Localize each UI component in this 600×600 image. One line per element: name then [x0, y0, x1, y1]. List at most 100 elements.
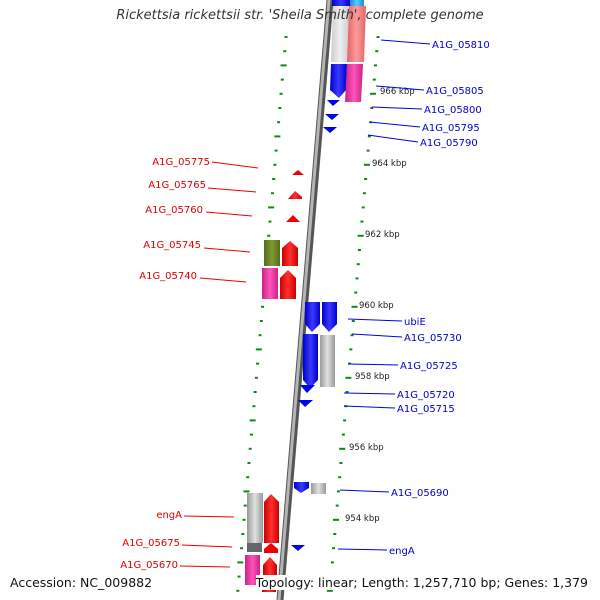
- tick-mark: [354, 291, 358, 294]
- gene-label[interactable]: A1G_05790: [420, 138, 478, 149]
- tick-mark: [236, 589, 240, 592]
- tick-mark: [243, 490, 250, 493]
- gene-feature[interactable]: [288, 191, 302, 199]
- gene-label[interactable]: engA: [389, 546, 415, 557]
- tick-mark: [249, 419, 256, 422]
- tick-mark: [259, 320, 263, 322]
- gene-feature[interactable]: [325, 114, 339, 120]
- tick-mark: [338, 476, 342, 479]
- gene-features: [245, 0, 366, 592]
- tick-mark: [252, 405, 256, 408]
- gene-label[interactable]: A1G_05760: [145, 205, 203, 216]
- gene-feature[interactable]: [322, 302, 337, 332]
- tick-mark: [255, 348, 262, 351]
- gene-feature[interactable]: [282, 241, 298, 266]
- gene-label[interactable]: A1G_05765: [148, 180, 206, 191]
- tick-mark: [267, 234, 271, 237]
- genome-backbone-highlight: [277, 0, 331, 600]
- gene-feature[interactable]: [247, 543, 262, 552]
- gene-feature[interactable]: [332, 0, 350, 6]
- gene-feature[interactable]: [264, 494, 279, 543]
- tick-mark: [345, 391, 349, 393]
- tick-mark: [254, 376, 258, 379]
- tick-mark: [360, 220, 364, 223]
- tick-mark: [357, 249, 361, 251]
- gene-feature[interactable]: [300, 385, 315, 393]
- gene-label[interactable]: A1G_05810: [432, 40, 490, 51]
- tick-mark: [339, 447, 346, 450]
- right-gene-labels: [337, 39, 431, 551]
- gene-label[interactable]: A1G_05745: [143, 240, 201, 251]
- gene-feature[interactable]: [264, 240, 280, 266]
- tick-mark: [278, 107, 282, 109]
- tick-mark: [261, 305, 265, 308]
- tick-mark: [253, 391, 257, 393]
- gene-feature[interactable]: [247, 493, 263, 543]
- tick-mark: [343, 419, 347, 422]
- tick-mark: [272, 178, 276, 180]
- tick-mark: [274, 149, 278, 152]
- scale-label: 956 kbp: [349, 443, 384, 453]
- gene-label[interactable]: A1G_05715: [397, 404, 455, 415]
- gene-feature[interactable]: [286, 215, 300, 222]
- gene-feature[interactable]: [298, 400, 313, 407]
- tick-mark: [333, 533, 337, 535]
- gene-feature[interactable]: [347, 6, 366, 62]
- tick-mark: [280, 64, 287, 67]
- gene-label[interactable]: A1G_05795: [422, 123, 480, 134]
- gene-label[interactable]: A1G_05720: [397, 390, 455, 401]
- scale-label: 966 kbp: [380, 87, 415, 97]
- gene-label[interactable]: A1G_05725: [400, 361, 458, 372]
- tick-mark: [274, 135, 281, 138]
- gene-feature[interactable]: [292, 170, 304, 175]
- tick-mark: [247, 462, 251, 464]
- tick-mark: [363, 163, 370, 166]
- tick-mark: [355, 277, 359, 280]
- gene-feature[interactable]: [323, 127, 337, 133]
- gene-feature[interactable]: [294, 482, 309, 493]
- tick-mark: [351, 305, 358, 308]
- gene-label[interactable]: A1G_05800: [424, 105, 482, 116]
- gene-label[interactable]: A1G_05690: [391, 488, 449, 499]
- tick-mark: [273, 163, 277, 166]
- tick-mark: [330, 561, 334, 564]
- gene-feature[interactable]: [345, 64, 363, 102]
- tick-mark: [237, 561, 244, 564]
- tick-mark: [376, 36, 380, 38]
- gene-feature[interactable]: [280, 270, 296, 299]
- tick-mark: [242, 518, 246, 521]
- tick-mark: [351, 320, 355, 322]
- gene-feature[interactable]: [327, 100, 340, 106]
- gene-feature[interactable]: [311, 483, 326, 494]
- gene-label[interactable]: engA: [156, 510, 182, 521]
- gene-feature[interactable]: [291, 545, 305, 551]
- gene-feature[interactable]: [331, 6, 349, 62]
- gene-label[interactable]: A1G_05670: [120, 560, 178, 571]
- gene-label[interactable]: A1G_05675: [122, 538, 180, 549]
- gene-feature[interactable]: [320, 335, 335, 387]
- gene-feature[interactable]: [264, 543, 278, 553]
- tick-mark: [277, 121, 281, 124]
- tick-mark: [372, 78, 376, 81]
- tick-mark: [280, 78, 284, 81]
- gene-feature[interactable]: [305, 302, 320, 332]
- tick-mark: [361, 206, 365, 209]
- tick-mark: [370, 92, 377, 95]
- tick-mark: [362, 192, 366, 195]
- gene-label[interactable]: A1G_05730: [404, 333, 462, 344]
- tick-mark: [241, 533, 245, 535]
- gene-label[interactable]: ubiE: [404, 317, 426, 328]
- gene-feature[interactable]: [350, 0, 364, 6]
- tick-mark: [345, 376, 352, 379]
- gene-label[interactable]: A1G_05805: [426, 86, 484, 97]
- tick-mark: [357, 234, 364, 237]
- scale-label: 954 kbp: [345, 514, 380, 524]
- tick-mark: [350, 334, 354, 337]
- accession-text: Accession: NC_009882: [10, 575, 153, 590]
- tick-mark: [246, 476, 250, 479]
- gene-feature[interactable]: [330, 64, 347, 98]
- gene-feature[interactable]: [262, 268, 278, 299]
- gene-label[interactable]: A1G_05775: [152, 157, 210, 168]
- gene-feature[interactable]: [303, 334, 318, 388]
- gene-label[interactable]: A1G_05740: [139, 271, 197, 282]
